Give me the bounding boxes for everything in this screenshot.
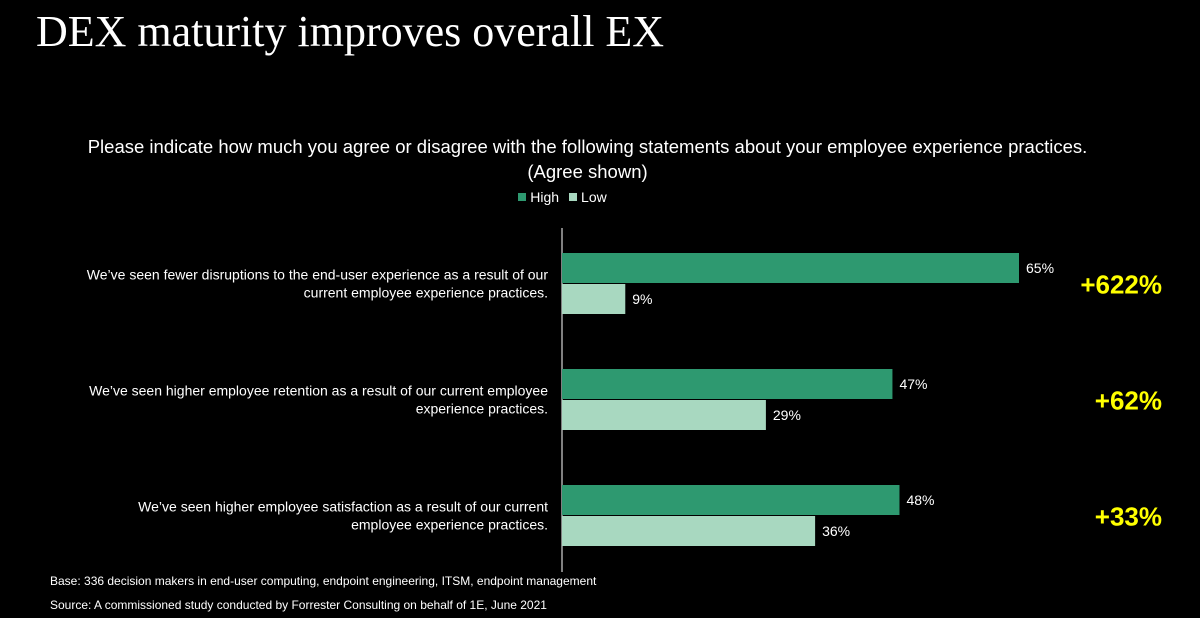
legend-label-high: High [530, 189, 560, 205]
difference-callout-3: +33% [1095, 502, 1162, 532]
source-note: Source: A commissioned study conducted b… [50, 598, 547, 612]
legend-item-low: Low [569, 189, 607, 205]
category-label-3-line-2: employee experience practices. [351, 517, 548, 533]
data-label-high-3: 48% [906, 492, 934, 508]
data-label-low-1: 9% [632, 291, 652, 307]
category-label-1-line-2: current employee experience practices. [304, 285, 548, 301]
bar-low-2 [562, 400, 766, 430]
chart-legend: High Low [0, 189, 1125, 205]
category-label-1-line-1: We’ve seen fewer disruptions to the end-… [87, 267, 549, 283]
data-label-high-1: 65% [1026, 260, 1054, 276]
category-label-2-line-1: We’ve seen higher employee retention as … [89, 383, 548, 399]
bar-high-1 [562, 253, 1019, 283]
slide-title: DEX maturity improves overall EX [36, 7, 665, 56]
legend-label-low: Low [581, 189, 607, 205]
legend-swatch-low [569, 193, 578, 201]
base-note: Base: 336 decision makers in end-user co… [50, 574, 597, 588]
bar-high-2 [562, 369, 893, 399]
bar-high-3 [562, 485, 900, 515]
category-label-2-line-2: experience practices. [416, 401, 548, 417]
category-label-3-line-1: We’ve seen higher employee satisfaction … [138, 499, 548, 515]
legend-item-high: High [518, 189, 559, 205]
bar-low-1 [562, 284, 626, 314]
difference-callout-2: +62% [1095, 386, 1162, 416]
bar-low-3 [562, 516, 816, 546]
chart-question: Please indicate how much you agree or di… [87, 136, 1088, 182]
data-label-low-2: 29% [773, 407, 801, 423]
difference-callout-1: +622% [1080, 270, 1162, 300]
data-label-low-3: 36% [822, 523, 850, 539]
legend-swatch-high [518, 193, 527, 201]
data-label-high-2: 47% [899, 376, 927, 392]
